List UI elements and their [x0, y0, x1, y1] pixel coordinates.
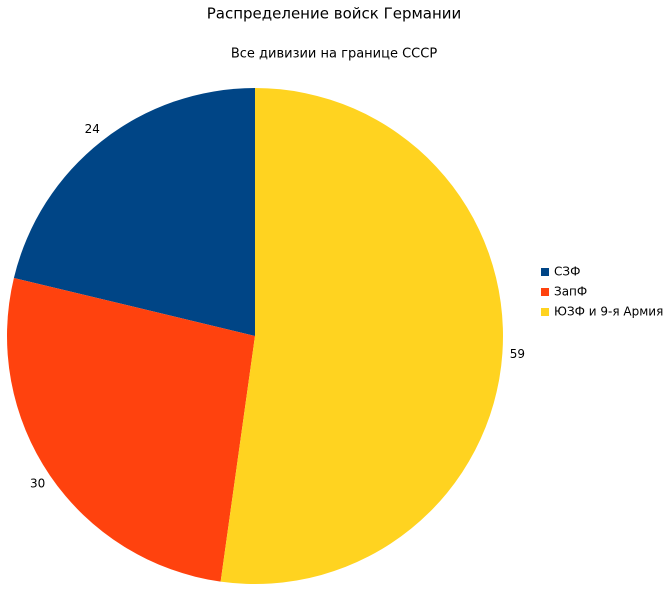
legend-swatch: [541, 268, 549, 276]
pie-slice: [220, 88, 504, 585]
pie-slice: [6, 277, 256, 582]
data-label: 24: [85, 122, 100, 136]
legend-label: СЗФ: [554, 265, 580, 279]
data-label: 59: [510, 347, 525, 361]
legend-label: ЗапФ: [554, 285, 587, 299]
legend-swatch: [541, 288, 549, 296]
chart-title: Распределение войск Германии: [207, 5, 462, 23]
pie-slice: [13, 88, 255, 336]
chart-subtitle: Все дивизии на границе СССР: [231, 47, 437, 62]
legend-swatch: [541, 308, 549, 316]
data-label: 30: [30, 477, 45, 491]
legend-label: ЮЗФ и 9-я Армия: [554, 305, 663, 319]
